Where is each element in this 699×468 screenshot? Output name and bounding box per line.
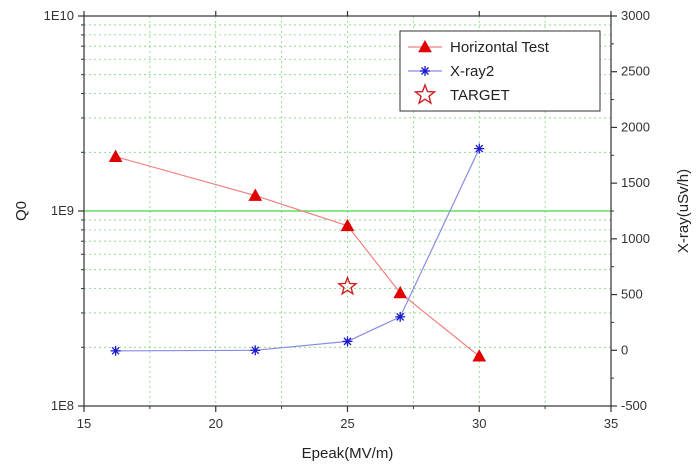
data-point-asterisk	[250, 345, 261, 356]
asterisk-stroke	[421, 67, 429, 75]
y-left-tick-label: 1E10	[44, 8, 74, 23]
data-point-asterisk	[474, 143, 485, 154]
data-point-triangle	[393, 285, 408, 299]
data-point-asterisk	[420, 66, 430, 76]
y-right-tick-label: 1500	[621, 175, 650, 190]
legend-item: Horizontal Test	[408, 39, 550, 56]
y-left-tick-label: 1E8	[51, 398, 74, 413]
legend-item: X-ray2	[408, 63, 494, 80]
legend-label: TARGET	[450, 87, 510, 104]
data-point-asterisk	[110, 345, 121, 356]
y-right-tick-label: -500	[621, 398, 647, 413]
y-left-tick-label: 1E9	[51, 203, 74, 218]
legend-item: TARGET	[413, 83, 510, 105]
x-tick-label: 15	[77, 416, 91, 431]
y-axis-left-label: Q0	[13, 201, 30, 221]
series-x-ray2	[110, 143, 485, 356]
asterisk-stroke	[475, 144, 484, 153]
series-layer	[108, 143, 487, 362]
data-point-triangle	[108, 149, 123, 162]
x-axis-label: Epeak(MV/m)	[302, 445, 394, 462]
x-tick-label: 25	[340, 416, 354, 431]
data-point-triangle	[248, 188, 263, 201]
y-axis-right-label: X-ray(uSv/h)	[675, 169, 692, 253]
asterisk-stroke	[111, 346, 120, 355]
asterisk-stroke	[343, 337, 352, 346]
legend-label: Horizontal Test	[450, 39, 550, 56]
data-point-triangle	[418, 39, 432, 53]
x-tick-label: 35	[604, 416, 618, 431]
legend-label: X-ray2	[450, 63, 494, 80]
y-right-tick-label: 500	[621, 287, 643, 302]
series-line	[115, 156, 480, 357]
series-horizontal-test	[108, 149, 487, 362]
series-target	[337, 275, 358, 296]
y-right-tick-label: 1000	[621, 231, 650, 246]
data-point-asterisk	[395, 311, 406, 322]
x-tick-label: 20	[209, 416, 223, 431]
y-right-tick-label: 2500	[621, 64, 650, 79]
asterisk-stroke	[251, 346, 260, 355]
y-right-tick-label: 0	[621, 342, 628, 357]
data-point-triangle	[340, 218, 355, 232]
legend: Horizontal Test X-ray2 TARGET	[399, 30, 601, 112]
data-point-star	[337, 275, 358, 296]
asterisk-stroke	[396, 312, 405, 321]
data-point-asterisk	[342, 336, 353, 347]
axes: 15 20 25 30 35 1E8 1E9 1E10 -500 0 500 1000 1500 2000…	[44, 8, 650, 431]
y-right-tick-label: 3000	[621, 8, 650, 23]
data-point-star	[413, 83, 437, 105]
series-line	[115, 148, 480, 352]
data-point-triangle	[472, 349, 487, 362]
x-tick-label: 30	[472, 416, 486, 431]
y-right-tick-label: 2000	[621, 119, 650, 134]
